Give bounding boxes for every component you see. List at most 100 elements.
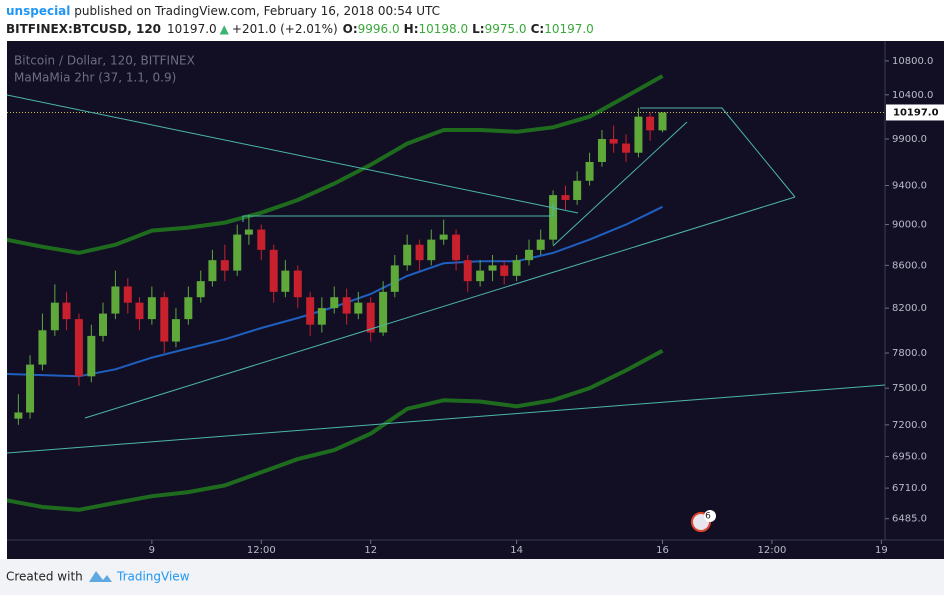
candle-body [342, 297, 351, 314]
username[interactable]: unspecial [6, 4, 70, 18]
candle-body [160, 297, 169, 342]
tv-logo [89, 571, 112, 582]
candle-body [585, 161, 594, 181]
indicator-label: MaMaMia 2hr (37, 1.1, 0.9) [14, 71, 176, 85]
candle-body [184, 297, 193, 320]
candle-body [573, 180, 582, 200]
candle-body [50, 302, 59, 331]
candle-body [171, 319, 180, 342]
y-tick-label: 7200.0 [892, 420, 927, 431]
candle-body [62, 302, 71, 320]
trend-line[interactable] [84, 196, 796, 419]
candle-body [415, 244, 424, 261]
candle-body [536, 239, 545, 250]
drawings [7, 94, 885, 454]
y-tick-label: 9000.0 [892, 220, 927, 231]
candle-body [244, 229, 253, 235]
x-tick-label: 16 [656, 545, 669, 556]
trend-line[interactable] [640, 107, 796, 198]
candle-body [111, 286, 120, 314]
candle-body [476, 270, 485, 282]
candle-body [622, 143, 631, 153]
candle-body [427, 239, 436, 261]
header-line-2: BITFINEX:BTCUSD, 120 10197.0 ▲ +201.0 (+2.0… [6, 22, 594, 36]
y-tick-label: 10800.0 [892, 56, 933, 67]
trend-line[interactable] [7, 94, 579, 214]
published-text: published on TradingView.com, February 1… [70, 4, 440, 18]
close-label: C: [531, 22, 545, 36]
badge[interactable] [704, 510, 716, 522]
y-tick-label: 9900.0 [892, 134, 927, 145]
candle-body [354, 302, 363, 314]
footer-brand[interactable]: TradingView [116, 570, 190, 584]
candle-body [87, 335, 96, 377]
price: 10197.0 [167, 22, 217, 36]
y-tick-label: 6485.0 [892, 514, 927, 525]
last-price-label: 10197.0 [893, 107, 939, 118]
candle-body [14, 412, 23, 419]
y-tick-label: 8200.0 [892, 303, 927, 314]
x-tick-label: 9 [149, 545, 155, 556]
candle-body [98, 313, 107, 336]
change: +201.0 (+2.01%) [232, 22, 338, 36]
x-tick-label: 12 [364, 545, 377, 556]
candle-body [281, 270, 290, 292]
candle-body [500, 265, 509, 276]
badge-count: 6 [705, 512, 711, 522]
symbol: BITFINEX:BTCUSD, 120 [6, 22, 161, 36]
candle-body [512, 260, 521, 276]
candle-body [220, 260, 229, 271]
y-tick-label: 8600.0 [892, 260, 927, 271]
event-badge[interactable]: 6 [691, 510, 716, 532]
candle-body [233, 234, 242, 271]
change-arrow: ▲ [220, 22, 230, 36]
y-tick-label: 7500.0 [892, 383, 927, 394]
open-label: O: [343, 22, 358, 36]
high-label: H: [404, 22, 419, 36]
candle-body [403, 244, 412, 266]
x-tick-label: 19 [875, 545, 888, 556]
chart-area [7, 41, 944, 559]
candle-body [147, 297, 156, 320]
candle-body [257, 229, 266, 250]
header-line-1: unspecial published on TradingView.com, … [6, 4, 440, 18]
trend-line[interactable] [552, 121, 688, 247]
range-line[interactable] [242, 203, 554, 222]
candle-body [390, 265, 399, 292]
candle-body [609, 139, 618, 144]
candle-body [123, 286, 132, 303]
indicator-line [7, 74, 664, 255]
low-value: 9975.0 [485, 22, 527, 36]
candle-body [135, 302, 144, 320]
candle-body [525, 249, 534, 261]
candle-body [196, 281, 205, 298]
candle-body [269, 249, 278, 292]
candle-body [293, 270, 302, 298]
y-tick-label: 10400.0 [892, 90, 933, 101]
last-price-box [886, 104, 944, 121]
y-tick-label: 6710.0 [892, 483, 927, 494]
candle-body [330, 297, 339, 309]
candle-body [439, 234, 448, 240]
candle-body [463, 260, 472, 282]
candle-body [452, 234, 461, 261]
candle-body [317, 308, 326, 325]
candle-body [658, 112, 667, 131]
candle-body [74, 319, 83, 377]
trend-line[interactable] [7, 384, 885, 454]
footer-created: Created with [6, 570, 83, 584]
candle-body [646, 116, 655, 131]
candle-body [634, 116, 643, 153]
close-value: 10197.0 [544, 22, 594, 36]
candle-body [379, 291, 388, 333]
candle-body [549, 195, 558, 240]
open-value: 9996.0 [358, 22, 400, 36]
candle-body [306, 297, 315, 325]
y-tick-label: 7800.0 [892, 348, 927, 359]
candle-body [38, 330, 47, 365]
y-tick-label: 6950.0 [892, 452, 927, 463]
x-tick-label: 12:00 [758, 545, 787, 556]
high-value: 10198.0 [419, 22, 469, 36]
